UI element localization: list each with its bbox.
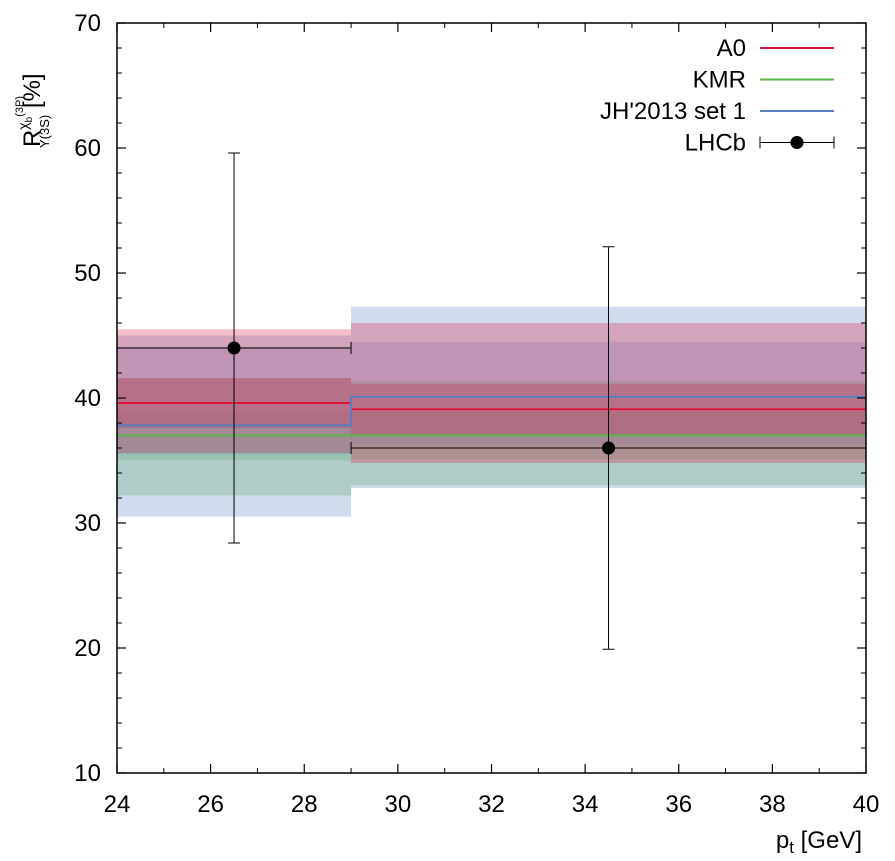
x-axis-label: pt [GeV]: [776, 827, 862, 857]
x-tick-label: 26: [197, 791, 224, 818]
x-tick-label: 30: [385, 791, 412, 818]
uncertainty-bands: [117, 306, 866, 517]
y-tick-label: 40: [74, 385, 101, 412]
x-tick-label: 40: [853, 791, 880, 818]
y-tick-label: 20: [74, 635, 101, 662]
legend: A0 KMR JH'2013 set 1 LHCb: [600, 35, 835, 157]
lhcb-point-1: [602, 441, 616, 455]
y-tick-label: 10: [74, 760, 101, 787]
x-tick-label: 38: [759, 791, 786, 818]
legend-label-jh-2013-set-1: JH'2013 set 1: [600, 98, 746, 125]
x-tick-label: 34: [572, 791, 599, 818]
y-tick-label: 60: [74, 135, 101, 162]
y-tick-label: 50: [74, 260, 101, 287]
legend-label-kmr: KMR: [693, 67, 746, 94]
x-tick-label: 28: [291, 791, 318, 818]
y-tick-label: 70: [74, 10, 101, 37]
legend-label-a0: A0: [717, 35, 746, 62]
lhcb-data-points: [116, 152, 867, 650]
axis-ticks: 24 26 28 30 32 34 36 38 40 10 20 30 40 50 60 70: [74, 10, 879, 818]
x-tick-label: 36: [665, 791, 692, 818]
x-tick-label: 32: [478, 791, 505, 818]
y-tick-label: 30: [74, 510, 101, 537]
lhcb-point-0: [227, 341, 241, 355]
legend-label-lhcb: LHCb: [685, 130, 746, 157]
legend-swatch-point: [790, 136, 804, 149]
y-axis-label: Rχb(3P)Υ(3S) [%]: [14, 73, 52, 148]
x-tick-label: 24: [104, 791, 131, 818]
